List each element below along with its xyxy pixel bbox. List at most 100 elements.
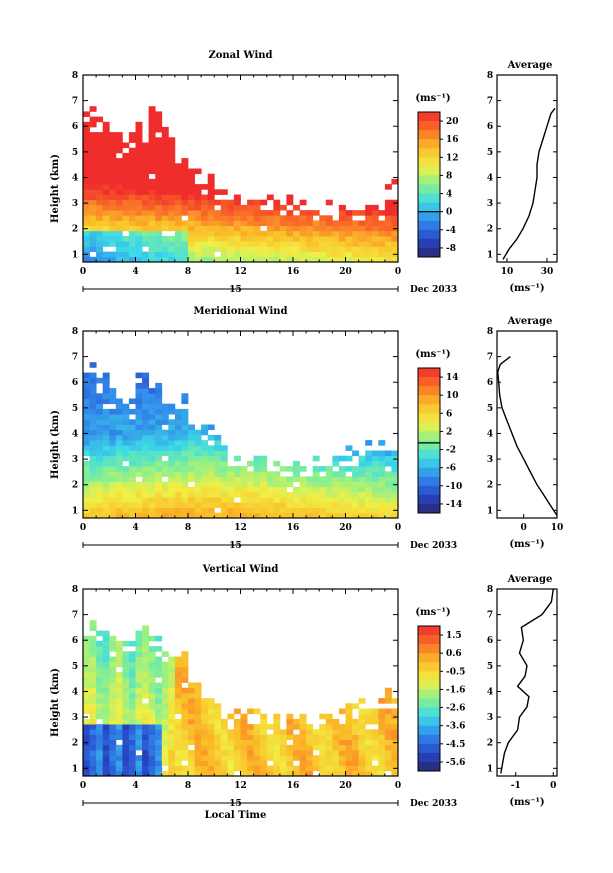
heatmap-cell [325,256,333,263]
heatmap-cell [122,450,130,457]
heatmap-cell [135,507,143,514]
heatmap-cell [312,502,320,508]
heatmap-cell [128,178,136,185]
heatmap-cell [109,646,117,652]
heatmap-cell [148,646,156,652]
heatmap-cell [89,382,97,389]
heatmap-cell [161,512,169,519]
heatmap-cell [253,770,261,777]
y-tick-label: 2 [72,739,78,749]
heatmap-cell [286,507,294,514]
heatmap-cell [96,486,104,493]
heatmap-cell [168,744,176,751]
heatmap-cell [89,512,97,519]
heatmap-cell [135,770,143,777]
heatmap-cell [384,215,392,221]
heatmap-cell [155,734,163,740]
heatmap-cell [273,486,281,493]
heatmap-cell [365,476,373,482]
heatmap-cell [115,497,123,503]
profile-x-label: (ms⁻¹) [509,797,544,808]
heatmap-cell [286,729,294,735]
colorbar-segment [418,404,440,414]
heatmap-cell [128,672,136,678]
heatmap-cell [279,236,287,242]
heatmap-cell [352,765,360,772]
heatmap-cell [207,750,215,756]
heatmap-cell [128,215,136,221]
colorbar-segment [418,680,440,690]
profile-y-tick-label: 2 [487,225,493,235]
heatmap-cell [207,230,215,237]
heatmap-cell [155,147,163,154]
heatmap-cell [319,236,327,242]
heatmap-cell [233,507,241,514]
heatmap-cell [155,703,163,709]
heatmap-cell [371,225,379,232]
heatmap-cell [122,152,130,159]
heatmap-cell [148,137,156,143]
heatmap-cell [332,256,340,263]
x-tick-label: 0 [395,781,401,791]
heatmap-cell [207,734,215,740]
heatmap-cell [181,429,189,436]
heatmap-cell [240,225,248,232]
heatmap-cell [161,147,169,154]
heatmap-cell [115,687,123,694]
heatmap-cell [96,661,104,668]
heatmap-cell [181,755,189,761]
heatmap-cell [115,677,123,683]
heatmap-cell [142,189,150,195]
heatmap-cell [365,734,373,740]
heatmap-cell [188,692,195,699]
heatmap-cell [338,241,346,247]
heatmap-cell [358,481,366,488]
heatmap-cell [96,760,104,766]
heatmap-cell [299,497,307,503]
heatmap-cell [378,744,386,751]
heatmap-cell [332,476,340,482]
heatmap-cell [109,204,117,211]
heatmap-cell [391,230,399,237]
heatmap-cell [312,455,320,462]
date-label: Dec 2033 [410,285,457,295]
heatmap-cell [286,230,294,237]
heatmap-cell [155,698,163,704]
heatmap-cell [345,739,353,746]
y-axis-label: Height (km) [50,668,61,737]
heatmap-cell [201,755,209,761]
heatmap-cell [142,393,150,399]
heatmap-cell [201,718,209,725]
heatmap-cell [247,215,255,221]
heatmap-cell [142,661,150,668]
heatmap-cell [148,713,156,720]
heatmap-cell [115,502,123,508]
heatmap-cell [253,246,261,252]
y-tick-label: 3 [72,199,78,209]
heatmap-cell [207,718,215,725]
heatmap-cell [128,450,136,457]
heatmap-cell [214,750,222,756]
heatmap-cell [194,440,202,446]
heatmap-cell [201,230,209,237]
heatmap-cell [365,210,373,216]
heatmap-cell [115,760,123,766]
heatmap-cell [188,708,195,715]
heatmap-cell [89,225,97,232]
heatmap-cell [181,178,189,185]
heatmap-cell [135,630,143,637]
heatmap-cell [384,481,392,488]
heatmap-cell [358,492,366,498]
colorbar-segment [418,139,440,149]
heatmap-cell [358,471,366,477]
heatmap-cell [253,760,261,766]
heatmap-cell [253,215,261,221]
heatmap-cell [135,132,143,138]
heatmap-cell [194,194,202,201]
heatmap-cell [188,682,195,689]
profile-y-tick-label: 7 [487,97,493,107]
heatmap-cell [371,744,379,751]
heatmap-cell [115,434,123,441]
heatmap-cell [194,434,202,441]
heatmap-cell [260,739,268,746]
